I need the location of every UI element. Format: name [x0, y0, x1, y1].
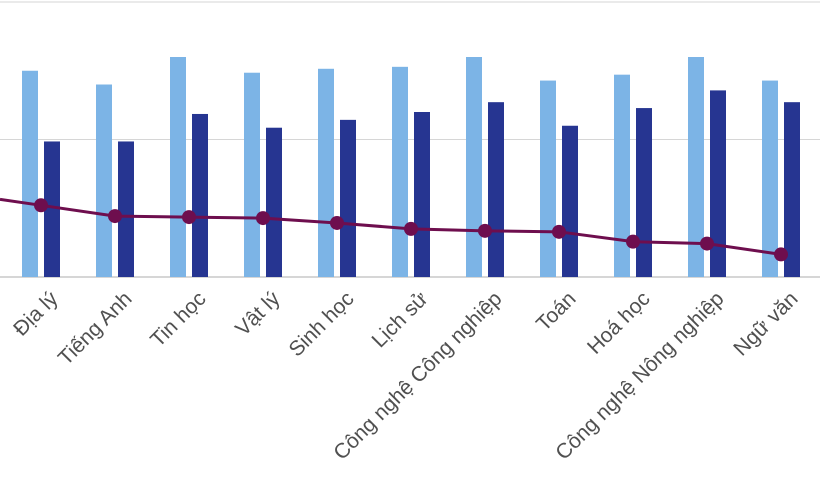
bar-series1-6 — [466, 57, 482, 277]
line-point-3 — [256, 211, 270, 226]
category-label: Ngữ văn — [729, 287, 802, 360]
line-point-6 — [478, 223, 492, 238]
bar-series2-9 — [710, 90, 726, 278]
line-point-5 — [404, 221, 418, 236]
category-label: Sinh học — [284, 287, 358, 361]
bar-series2-2 — [192, 113, 208, 277]
bar-series1-1 — [96, 84, 112, 277]
bar-series2-5 — [414, 112, 430, 277]
line-point-9 — [700, 236, 714, 251]
bar-series2-10 — [784, 102, 800, 277]
bar-series2-3 — [266, 127, 282, 277]
category-label: Tin học — [146, 287, 210, 351]
line-point-10 — [774, 247, 788, 262]
line-point-1 — [108, 209, 122, 224]
category-label: Địa lý — [9, 287, 63, 341]
bar-series2-7 — [562, 125, 578, 277]
bar-series1-8 — [614, 74, 630, 277]
category-label: Tiếng Anh — [54, 287, 137, 370]
bar-series1-2 — [170, 57, 186, 277]
bar-series — [22, 57, 800, 278]
category-label: Vật lý — [231, 287, 285, 341]
bar-series2-0 — [44, 141, 60, 277]
bar-series1-0 — [22, 70, 38, 277]
gridlines — [0, 1, 820, 278]
bar-series1-3 — [244, 72, 260, 277]
bar-series2-4 — [340, 119, 356, 277]
category-label: Lịch sử — [368, 287, 433, 352]
line-point-0 — [34, 198, 48, 213]
line-point-4 — [330, 215, 344, 230]
line-series-path — [0, 197, 782, 256]
bar-series2-6 — [488, 102, 504, 277]
bar-series1-9 — [688, 57, 704, 277]
line-point-8 — [626, 234, 640, 249]
line-point-2 — [182, 210, 196, 225]
bar-series1-5 — [392, 66, 408, 277]
bar-series2-1 — [118, 141, 134, 277]
bar-series1-7 — [540, 80, 556, 277]
bar-series1-4 — [318, 68, 334, 278]
bar-series2-8 — [636, 108, 652, 277]
category-label: Hoá học — [583, 287, 655, 359]
line-series — [0, 197, 788, 262]
line-point-7 — [552, 224, 566, 239]
category-label: Toán — [532, 287, 580, 335]
bar-series1-10 — [762, 80, 778, 277]
